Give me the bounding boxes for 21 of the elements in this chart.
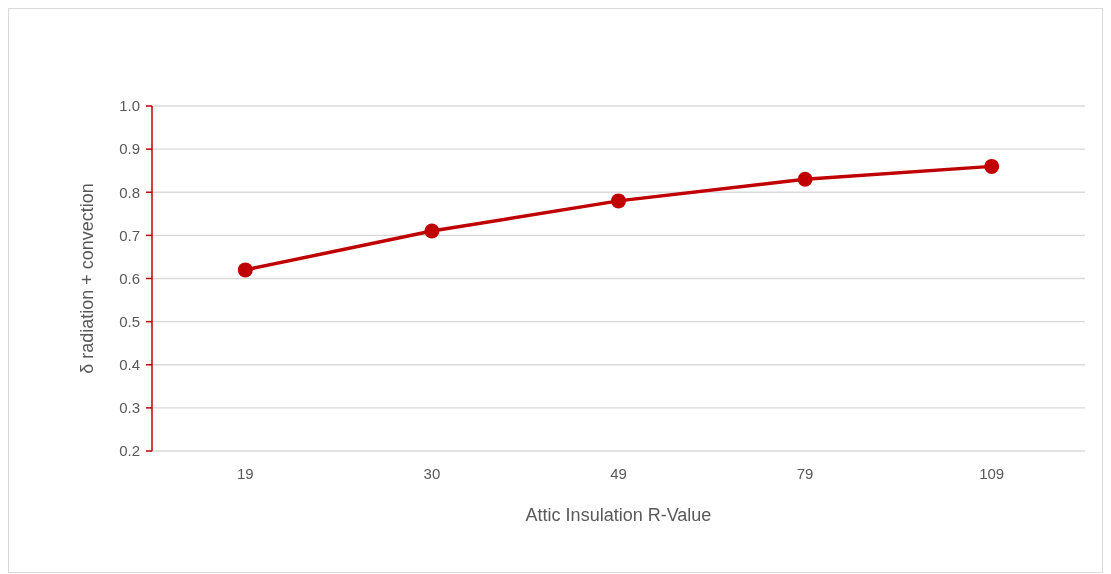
y-tick-label: 1.0 xyxy=(119,97,140,115)
y-tick-label: 0.8 xyxy=(119,183,140,201)
y-tick-label: 0.2 xyxy=(119,442,140,460)
x-tick-label: 79 xyxy=(796,465,814,482)
y-tick-label: 0.9 xyxy=(119,140,140,158)
y-tick-label: 0.3 xyxy=(119,399,140,417)
y-tick-label: 0.5 xyxy=(119,312,140,330)
y-tick-label: 0.4 xyxy=(119,356,140,373)
x-tick-label: 19 xyxy=(236,465,254,482)
x-axis-title: Attic Insulation R-Value xyxy=(525,505,712,525)
y-tick-label: 0.7 xyxy=(119,226,140,244)
x-tick-label: 30 xyxy=(423,465,441,482)
y-tick-label: 0.6 xyxy=(119,269,140,287)
point xyxy=(797,171,813,187)
y-axis-title: δ radiation + convection xyxy=(77,183,97,374)
point xyxy=(237,262,253,278)
point xyxy=(424,223,440,239)
x-tick-label: 49 xyxy=(610,465,627,482)
point xyxy=(984,158,1000,174)
x-tick-label: 109 xyxy=(979,465,1005,482)
point xyxy=(611,193,626,209)
